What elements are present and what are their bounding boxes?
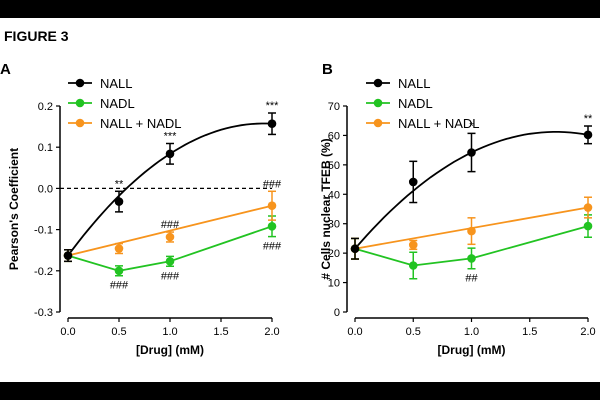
panel-a-x-axis-label: [Drug] (mM) bbox=[136, 343, 204, 357]
panel-a-series-nall-nadl-point bbox=[165, 232, 175, 242]
panel-b-series-nall-nadl-point bbox=[583, 203, 593, 212]
panel-b-series-nall-point bbox=[350, 244, 360, 254]
panel-b-y-axis-label: # Cells nuclear TFEB (%) bbox=[319, 138, 333, 279]
panel-b-y-tick-label: 20 bbox=[328, 248, 340, 260]
panel-a-legend-nadl-label: NADL bbox=[100, 96, 135, 111]
panel-b-legend-nadl-label: NADL bbox=[398, 96, 433, 111]
panel-a-significance-annotation: *** bbox=[266, 100, 280, 112]
panel-b-legend-nall-nadl-label: NALL + NADL bbox=[398, 116, 480, 131]
panel-b-series-nall-nadl-point bbox=[467, 226, 476, 236]
panel-a-legend-nall-swatch-marker bbox=[75, 78, 85, 88]
panel-a-series-nall-nadl-point bbox=[267, 201, 277, 211]
panel-b-y-tick-label: 30 bbox=[328, 219, 340, 231]
panel-b-y-tick-label: 50 bbox=[328, 160, 340, 172]
panel-b-series-nall-point bbox=[408, 177, 418, 187]
panel-b-legend-nall-label: NALL bbox=[398, 76, 431, 91]
panel-a-legend-nall-nadl-swatch-marker bbox=[75, 118, 85, 128]
figure-canvas: FIGURE 3 A -0.3 -0.2 -0.1 0.0 0.1 0.2 0.0 0.5 1.0… bbox=[0, 18, 600, 382]
panel-b-legend-nall-swatch-marker bbox=[373, 78, 383, 88]
panel-a-y-tick-label: -0.2 bbox=[34, 266, 53, 278]
panel-a-significance-annotation: ** bbox=[115, 178, 124, 190]
panel-a-series-nall-point bbox=[114, 197, 124, 206]
panel-b-x-tick-label: 1.0 bbox=[464, 326, 479, 338]
panel-a-legend-nadl-swatch-marker bbox=[75, 98, 85, 108]
panel-a-y-tick-label: 0.0 bbox=[38, 183, 53, 195]
panel-a-significance-annotation: ### bbox=[263, 241, 282, 253]
panel-a-legend-nall-nadl-label: NALL + NADL bbox=[100, 116, 182, 131]
figure-svg: A -0.3 -0.2 -0.1 0.0 0.1 0.2 0.0 0.5 1.0 1.5 2.0 [Dr… bbox=[0, 61, 596, 357]
panel-b-series-nadl-point bbox=[583, 221, 593, 231]
panel-a-y-tick-label: -0.3 bbox=[34, 307, 53, 319]
panel-a-series-nadl-point bbox=[114, 266, 124, 276]
panel-a-y-tick-label: 0.2 bbox=[38, 101, 53, 113]
panel-b-x-tick-label: 0.5 bbox=[406, 326, 421, 338]
panel-a-series-nall-point bbox=[267, 119, 277, 129]
panel-a-label: A bbox=[0, 61, 11, 78]
panel-b-legend-nadl-swatch-marker bbox=[373, 98, 383, 108]
panel-a-series-nall-nadl-point bbox=[114, 244, 124, 253]
panel-b-legend-nall-nadl-swatch-marker bbox=[373, 118, 383, 128]
panel-a-series-nall-nadl-fit-line bbox=[67, 204, 273, 257]
panel-b-series-nall-nadl-point bbox=[408, 240, 418, 250]
panel-b-y-tick-label: 0 bbox=[334, 307, 340, 319]
panel-a-x-tick-label: 1.5 bbox=[213, 326, 228, 338]
panel-a-y-tick-label: -0.1 bbox=[34, 225, 53, 237]
panel-b-significance-annotation: * bbox=[469, 120, 474, 132]
panel-b-series-nall-point bbox=[467, 148, 476, 157]
panel-b-series-nall-point bbox=[583, 130, 593, 140]
panel-a-x-tick-label: 1.0 bbox=[162, 326, 177, 338]
panel-b-x-tick-label: 2.0 bbox=[580, 326, 595, 338]
panel-a-series-nadl-point bbox=[165, 257, 175, 266]
panel-b-series-nadl-point bbox=[408, 261, 418, 270]
panel-b-x-tick-label: 1.5 bbox=[522, 326, 537, 338]
panel-a-legend-nall-label: NALL bbox=[100, 76, 133, 91]
figure-title: FIGURE 3 bbox=[4, 28, 69, 44]
panel-b-x-tick-label: 0.0 bbox=[347, 326, 362, 338]
panel-b-x-axis-label: [Drug] (mM) bbox=[438, 343, 506, 357]
panel-a-x-tick-label: 0.5 bbox=[111, 326, 126, 338]
panel-a-significance-annotation: ### bbox=[161, 270, 180, 282]
panel-b-series-nadl-fit-line bbox=[354, 225, 589, 267]
panel-b-y-tick-label: 40 bbox=[328, 189, 340, 201]
panel-b-series-nadl-point bbox=[467, 254, 476, 263]
panel-a-series-nall-point bbox=[165, 149, 175, 159]
panel-b-y-tick-label: 10 bbox=[328, 278, 340, 290]
panel-b-label: B bbox=[322, 61, 333, 78]
panel-a-series-nadl-point bbox=[267, 222, 277, 231]
panel-b-y-tick-label: 60 bbox=[328, 130, 340, 142]
panel-a-x-tick-label: 2.0 bbox=[264, 326, 279, 338]
panel-b-significance-annotation: ** bbox=[584, 113, 593, 125]
panel-a-significance-annotation: ### bbox=[263, 178, 282, 190]
panel-a-significance-annotation: *** bbox=[164, 130, 178, 142]
panel-a-significance-annotation: ### bbox=[110, 280, 129, 292]
panel-b-significance-annotation: ## bbox=[465, 273, 478, 285]
panel-a-y-tick-label: 0.1 bbox=[38, 142, 53, 154]
panel-a-series-nall-point bbox=[63, 251, 73, 260]
panel-a-significance-annotation: ### bbox=[161, 219, 180, 231]
panel-a-series-nadl-fit-line bbox=[67, 225, 273, 272]
panel-a-x-tick-label: 0.0 bbox=[60, 326, 75, 338]
panel-b-y-tick-label: 70 bbox=[328, 101, 340, 113]
panel-a-y-axis-label: Pearson's Coefficient bbox=[7, 148, 21, 270]
